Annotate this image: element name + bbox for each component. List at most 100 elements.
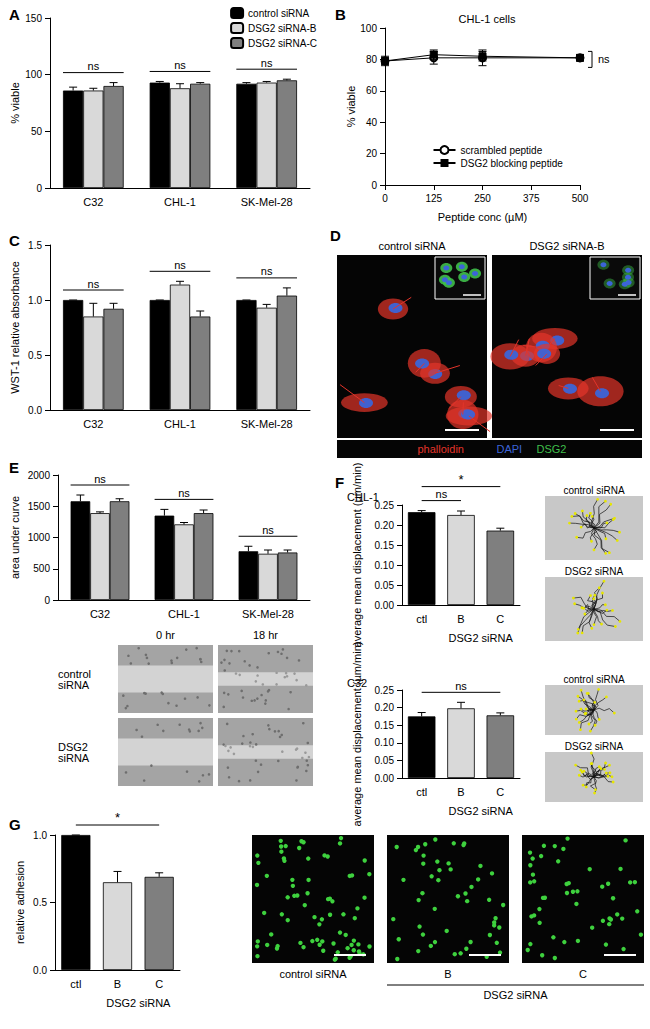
svg-text:0.20: 0.20 bbox=[375, 702, 395, 713]
svg-text:18 hr: 18 hr bbox=[253, 629, 278, 641]
svg-text:control siRNA: control siRNA bbox=[563, 485, 624, 496]
svg-text:0.10: 0.10 bbox=[375, 560, 395, 571]
svg-text:DSG2 siRNA-B: DSG2 siRNA-B bbox=[529, 240, 604, 252]
svg-text:500: 500 bbox=[572, 193, 589, 204]
svg-text:area under curve: area under curve bbox=[9, 496, 21, 579]
svg-text:B: B bbox=[444, 968, 451, 980]
svg-text:G: G bbox=[9, 816, 21, 833]
svg-text:B: B bbox=[457, 613, 464, 625]
svg-text:50: 50 bbox=[31, 126, 43, 137]
svg-text:0.15: 0.15 bbox=[375, 720, 395, 731]
svg-text:control siRNA: control siRNA bbox=[563, 674, 624, 685]
svg-text:SK-Mel-28: SK-Mel-28 bbox=[241, 418, 293, 430]
svg-text:60: 60 bbox=[366, 85, 378, 96]
svg-text:0.10: 0.10 bbox=[375, 737, 395, 748]
svg-text:1.0: 1.0 bbox=[33, 830, 47, 841]
svg-text:B: B bbox=[114, 978, 121, 990]
svg-text:80: 80 bbox=[366, 54, 378, 65]
svg-text:ns: ns bbox=[178, 487, 190, 499]
svg-text:ns: ns bbox=[261, 57, 273, 69]
svg-text:B: B bbox=[457, 786, 464, 798]
svg-text:DSG2 siRNA: DSG2 siRNA bbox=[106, 997, 171, 1009]
svg-text:*: * bbox=[115, 810, 120, 825]
svg-text:DSG2 siRNA: DSG2 siRNA bbox=[483, 989, 548, 1001]
svg-text:0.05: 0.05 bbox=[375, 580, 395, 591]
svg-text:0.05: 0.05 bbox=[375, 755, 395, 766]
svg-text:ns: ns bbox=[598, 53, 610, 65]
svg-text:DSG2 siRNA: DSG2 siRNA bbox=[449, 805, 514, 817]
svg-text:0.20: 0.20 bbox=[375, 520, 395, 531]
svg-text:20: 20 bbox=[366, 148, 378, 159]
svg-text:DSG2 siRNA-C: DSG2 siRNA-C bbox=[248, 38, 317, 49]
svg-text:2000: 2000 bbox=[28, 470, 51, 481]
svg-text:ns: ns bbox=[455, 680, 467, 692]
svg-text:0.25: 0.25 bbox=[375, 685, 395, 696]
svg-text:100: 100 bbox=[25, 69, 42, 80]
svg-text:DSG2 blocking peptide: DSG2 blocking peptide bbox=[461, 158, 564, 169]
svg-text:WST-1 relative absorbance: WST-1 relative absorbance bbox=[9, 261, 21, 394]
svg-text:0: 0 bbox=[36, 183, 42, 194]
svg-text:0.0: 0.0 bbox=[33, 965, 47, 976]
svg-text:ns: ns bbox=[88, 278, 100, 290]
svg-text:relative adhesion: relative adhesion bbox=[14, 861, 26, 944]
svg-text:scrambled peptide: scrambled peptide bbox=[461, 145, 543, 156]
svg-text:F: F bbox=[335, 474, 344, 491]
svg-text:ns: ns bbox=[174, 259, 186, 271]
svg-text:CHL-1: CHL-1 bbox=[164, 418, 196, 430]
svg-text:siRNA: siRNA bbox=[58, 752, 90, 764]
svg-text:ns: ns bbox=[261, 265, 273, 277]
svg-text:40: 40 bbox=[366, 117, 378, 128]
svg-text:150: 150 bbox=[25, 13, 42, 24]
svg-text:CHL-1: CHL-1 bbox=[347, 491, 379, 503]
svg-text:B: B bbox=[335, 6, 346, 23]
svg-text:500: 500 bbox=[33, 563, 50, 574]
svg-text:D: D bbox=[330, 227, 341, 244]
svg-text:ns: ns bbox=[174, 59, 186, 71]
svg-text:1.5: 1.5 bbox=[28, 240, 42, 251]
svg-text:0 hr: 0 hr bbox=[156, 629, 175, 641]
svg-text:phalloidin: phalloidin bbox=[418, 443, 464, 455]
svg-text:average mean displacement (µm/: average mean displacement (µm/min) bbox=[351, 642, 363, 827]
svg-text:E: E bbox=[9, 459, 19, 476]
svg-text:*: * bbox=[458, 472, 463, 487]
svg-text:C: C bbox=[496, 613, 504, 625]
svg-text:375: 375 bbox=[523, 193, 540, 204]
svg-text:C: C bbox=[9, 232, 20, 249]
svg-text:1.0: 1.0 bbox=[28, 295, 42, 306]
svg-text:ns: ns bbox=[94, 473, 106, 485]
svg-text:C: C bbox=[579, 968, 587, 980]
svg-text:ns: ns bbox=[88, 60, 100, 72]
svg-text:0.00: 0.00 bbox=[375, 773, 395, 784]
svg-text:CHL-1: CHL-1 bbox=[164, 196, 196, 208]
svg-text:ns: ns bbox=[436, 488, 448, 500]
svg-text:0.15: 0.15 bbox=[375, 540, 395, 551]
svg-text:DSG2 siRNA: DSG2 siRNA bbox=[449, 632, 514, 644]
svg-text:DSG2 siRNA: DSG2 siRNA bbox=[565, 566, 624, 577]
svg-text:siRNA: siRNA bbox=[58, 679, 90, 691]
svg-text:0: 0 bbox=[382, 193, 388, 204]
svg-text:1000: 1000 bbox=[28, 532, 51, 543]
svg-text:125: 125 bbox=[425, 193, 442, 204]
svg-text:0.5: 0.5 bbox=[33, 897, 47, 908]
svg-text:0.5: 0.5 bbox=[28, 350, 42, 361]
svg-text:ns: ns bbox=[262, 524, 274, 536]
svg-text:C32: C32 bbox=[347, 677, 367, 689]
svg-text:DAPI: DAPI bbox=[497, 443, 523, 455]
svg-text:Peptide conc (µM): Peptide conc (µM) bbox=[438, 211, 527, 223]
svg-text:C32: C32 bbox=[90, 608, 110, 620]
svg-text:ctl: ctl bbox=[416, 786, 427, 798]
svg-text:DSG2 siRNA-B: DSG2 siRNA-B bbox=[248, 23, 317, 34]
svg-text:0: 0 bbox=[371, 180, 377, 191]
svg-text:C: C bbox=[155, 978, 163, 990]
svg-text:ctl: ctl bbox=[70, 978, 81, 990]
svg-text:250: 250 bbox=[474, 193, 491, 204]
svg-text:0: 0 bbox=[44, 595, 50, 606]
svg-text:SK-Mel-28: SK-Mel-28 bbox=[241, 196, 293, 208]
svg-text:DSG2 siRNA: DSG2 siRNA bbox=[565, 741, 624, 752]
svg-text:0.00: 0.00 bbox=[375, 600, 395, 611]
svg-text:CHL-1 cells: CHL-1 cells bbox=[459, 13, 516, 25]
svg-text:100: 100 bbox=[360, 23, 377, 34]
svg-text:A: A bbox=[9, 6, 20, 23]
svg-text:C: C bbox=[496, 786, 504, 798]
svg-text:DSG2: DSG2 bbox=[537, 443, 567, 455]
